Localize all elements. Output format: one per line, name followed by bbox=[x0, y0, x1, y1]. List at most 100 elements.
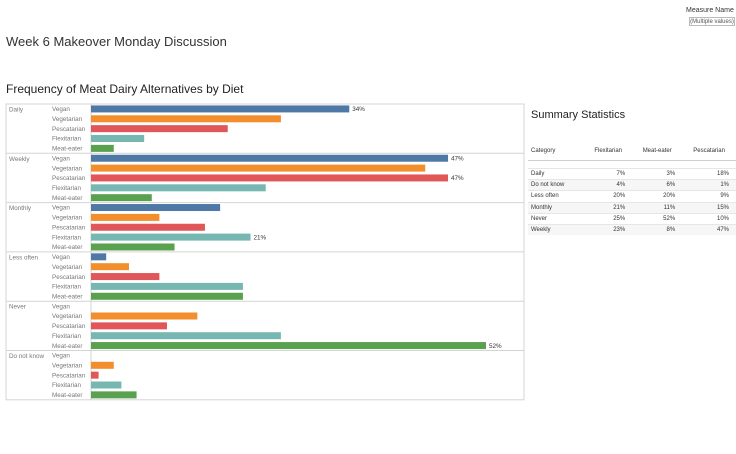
bar bbox=[91, 371, 99, 379]
diet-label: Meat-eater bbox=[52, 343, 82, 350]
data-label: 21% bbox=[254, 234, 267, 241]
summary-cell-value: 8% bbox=[632, 223, 683, 236]
group-label: Less often bbox=[9, 254, 39, 261]
diet-label: Vegetarian bbox=[52, 362, 83, 369]
data-label: 47% bbox=[451, 155, 464, 162]
group-label: Daily bbox=[9, 107, 24, 114]
summary-cell-value: 10% bbox=[682, 212, 736, 225]
summary-header-meat-eater: Meat-eater bbox=[632, 141, 683, 161]
diet-label: Pescatarian bbox=[52, 175, 86, 182]
group-label: Never bbox=[9, 304, 26, 311]
bar bbox=[91, 292, 243, 300]
summary-row: Monthly 21% 11% 15% bbox=[528, 201, 736, 214]
summary-header-pescatarian: Pescatarian bbox=[682, 141, 736, 161]
diet-label: Meat-eater bbox=[52, 392, 82, 399]
bar bbox=[91, 194, 152, 202]
summary-header-flexitarian: Flexitarian bbox=[584, 141, 633, 161]
group-label: Weekly bbox=[9, 156, 30, 163]
chart-title: Frequency of Meat Dairy Alternatives by … bbox=[6, 82, 244, 96]
bar bbox=[91, 154, 449, 162]
bar bbox=[91, 253, 107, 261]
bar bbox=[91, 312, 198, 320]
bar bbox=[91, 115, 281, 123]
summary-row: Weekly 23% 8% 47% bbox=[528, 223, 736, 236]
summary-row: Daily 7% 3% 18% bbox=[528, 167, 736, 180]
summary-cell-value: 3% bbox=[632, 167, 683, 180]
diet-label: Pescatarian bbox=[52, 323, 86, 330]
summary-cell-value: 7% bbox=[584, 167, 633, 180]
summary-cell-value: 23% bbox=[584, 223, 633, 236]
group-label: Do not know bbox=[9, 353, 44, 360]
bar-chart: Daily Vegan Vegetarian Pescatarian Flexitari… bbox=[5, 103, 525, 401]
summary-cell-value: 4% bbox=[584, 179, 633, 191]
summary-cell-value: 1% bbox=[682, 179, 736, 191]
diet-label: Vegan bbox=[52, 303, 70, 310]
summary-cell-value: 15% bbox=[682, 201, 736, 214]
diet-label: Vegetarian bbox=[52, 165, 83, 172]
summary-table: Category Flexitarian Meat-eater Pescatar… bbox=[528, 141, 736, 236]
bar bbox=[91, 273, 160, 281]
summary-cell-value: 9% bbox=[682, 190, 736, 203]
summary-title: Summary Statistics bbox=[531, 109, 626, 121]
bar bbox=[91, 381, 122, 389]
summary-cell-category: Do not know bbox=[528, 179, 585, 191]
summary-cell-value: 20% bbox=[632, 190, 683, 203]
bar bbox=[91, 361, 114, 369]
summary-cell-value: 47% bbox=[682, 223, 736, 236]
diet-label: Flexitarian bbox=[52, 185, 82, 192]
diet-label: Vegetarian bbox=[52, 313, 83, 320]
diet-label: Vegetarian bbox=[52, 264, 83, 271]
bar bbox=[91, 233, 251, 241]
bar bbox=[91, 391, 137, 399]
summary-cell-value: 6% bbox=[632, 179, 683, 191]
bar bbox=[91, 125, 228, 133]
summary-row: Less often 20% 20% 9% bbox=[528, 190, 736, 203]
diet-label: Meat-eater bbox=[52, 244, 82, 251]
diet-label: Flexitarian bbox=[52, 136, 82, 143]
diet-label: Vegan bbox=[52, 254, 70, 261]
diet-label: Vegan bbox=[52, 353, 70, 360]
bar bbox=[91, 332, 281, 340]
bar bbox=[91, 223, 205, 231]
bar bbox=[91, 184, 266, 192]
bar bbox=[91, 213, 160, 221]
bar bbox=[91, 135, 145, 143]
diet-label: Flexitarian bbox=[52, 284, 82, 291]
bar bbox=[91, 282, 243, 290]
diet-label: Vegetarian bbox=[52, 116, 83, 123]
summary-cell-category: Daily bbox=[528, 167, 585, 180]
summary-cell-category: Never bbox=[528, 212, 585, 225]
bar bbox=[91, 204, 221, 212]
diet-label: Flexitarian bbox=[52, 333, 82, 340]
bar bbox=[91, 243, 175, 251]
data-label: 47% bbox=[451, 175, 464, 182]
bar bbox=[91, 164, 426, 172]
summary-cell-value: 52% bbox=[632, 212, 683, 225]
measure-filter-label: Measure Name bbox=[686, 7, 734, 14]
diet-label: Pescatarian bbox=[52, 224, 86, 231]
bar bbox=[91, 342, 486, 350]
group-label: Monthly bbox=[9, 205, 32, 212]
summary-cell-value: 25% bbox=[584, 212, 633, 225]
summary-row: Do not know 4% 6% 1% bbox=[528, 179, 736, 191]
diet-label: Vegan bbox=[52, 155, 70, 162]
diet-label: Pescatarian bbox=[52, 126, 86, 133]
diet-label: Vegan bbox=[52, 106, 70, 113]
diet-label: Meat-eater bbox=[52, 146, 82, 153]
summary-cell-value: 18% bbox=[682, 167, 736, 180]
measure-filter-dropdown[interactable]: (Multiple values) bbox=[689, 17, 735, 26]
bar bbox=[91, 144, 114, 152]
summary-row: Never 25% 52% 10% bbox=[528, 212, 736, 225]
data-label: 52% bbox=[489, 343, 502, 350]
diet-label: Meat-eater bbox=[52, 293, 82, 300]
diet-label: Vegan bbox=[52, 205, 70, 212]
diet-label: Meat-eater bbox=[52, 195, 82, 202]
diet-label: Vegetarian bbox=[52, 215, 83, 222]
bar bbox=[91, 105, 350, 113]
diet-label: Pescatarian bbox=[52, 372, 86, 379]
summary-header-category: Category bbox=[528, 141, 585, 161]
data-label: 34% bbox=[352, 106, 365, 113]
diet-label: Pescatarian bbox=[52, 274, 86, 281]
summary-cell-category: Monthly bbox=[528, 201, 585, 214]
summary-cell-value: 20% bbox=[584, 190, 633, 203]
